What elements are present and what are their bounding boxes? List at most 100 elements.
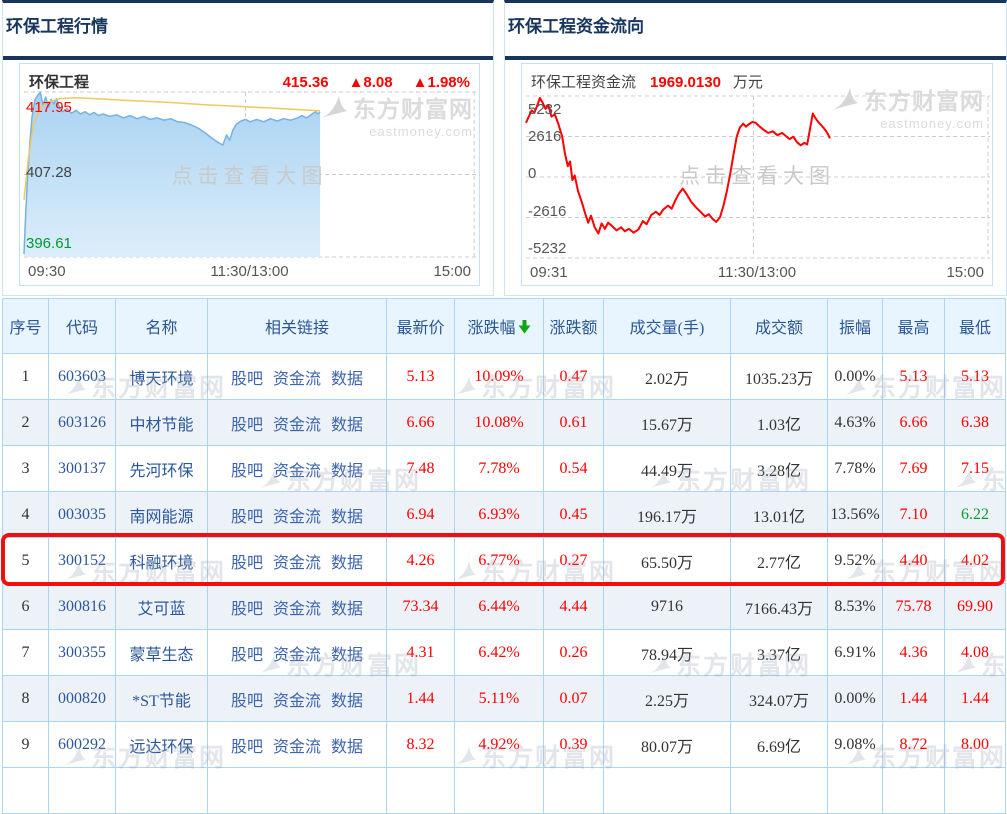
stock-code-link[interactable]: 600292 (48, 721, 116, 768)
table-row-partial (2, 767, 1006, 814)
serial-cell: 9 (2, 721, 49, 768)
link-资金流[interactable]: 资金流 (272, 508, 321, 526)
column-header-label: 涨跌幅 (467, 319, 516, 337)
turnover-cell: 6.69亿 (730, 721, 828, 768)
market-chart[interactable]: 环保工程 415.36 ▲8.08 ▲1.98% 东方财富网 eastmoney… (19, 63, 480, 286)
link-资金流[interactable]: 资金流 (272, 416, 321, 434)
stock-name-link[interactable]: 艾可蓝 (115, 583, 208, 630)
stock-name-link[interactable]: *ST节能 (115, 675, 208, 722)
stock-code-link[interactable]: 300137 (48, 445, 116, 492)
market-change-pct: ▲1.98% (412, 74, 470, 91)
link-资金流[interactable]: 资金流 (272, 370, 321, 388)
link-资金流[interactable]: 资金流 (272, 600, 321, 618)
volume-cell: 9716 (603, 583, 731, 630)
link-数据[interactable]: 数据 (331, 600, 364, 618)
column-header-label: 最低 (958, 320, 991, 337)
column-header-最低: 最低 (944, 298, 1006, 354)
low-cell: 5.13 (944, 353, 1006, 400)
stock-table-wrap: 序号 代码 名称 相关链接 最新价 涨跌幅 涨跌额 成交量(手) 成交额 振幅 最高 最低 1 6036… (1, 298, 1007, 814)
empty-cell (730, 767, 828, 814)
column-header-成交额: 成交额 (730, 298, 828, 354)
high-cell: 4.36 (882, 629, 945, 676)
serial-cell: 5 (2, 537, 49, 584)
link-数据[interactable]: 数据 (331, 370, 364, 388)
empty-cell (115, 767, 208, 814)
capital-flow-chart-header: 环保工程资金流 1969.0130 万元 (531, 71, 983, 92)
link-数据[interactable]: 数据 (331, 462, 364, 480)
table-row: 8 000820 *ST节能 股吧 资金流 数据 1.44 5.11% 0.07 2.25万 324… (2, 675, 1006, 722)
serial-cell: 6 (2, 583, 49, 630)
empty-cell (454, 767, 544, 814)
serial-cell: 3 (2, 445, 49, 492)
x-axis-tick: 09:31 (530, 264, 568, 281)
link-资金流[interactable]: 资金流 (272, 554, 321, 572)
market-chart-plot (23, 91, 476, 258)
stock-name-link[interactable]: 中材节能 (115, 399, 208, 446)
stock-name-link[interactable]: 先河环保 (115, 445, 208, 492)
capital-flow-chart[interactable]: 环保工程资金流 1969.0130 万元 东方财富网 eastmoney.com… (521, 63, 993, 286)
link-股吧[interactable]: 股吧 (230, 462, 263, 480)
link-股吧[interactable]: 股吧 (230, 600, 263, 618)
change-amount-cell: 0.45 (543, 491, 604, 538)
link-数据[interactable]: 数据 (331, 692, 364, 710)
empty-cell (543, 767, 604, 814)
stock-code-link[interactable]: 603603 (48, 353, 116, 400)
link-数据[interactable]: 数据 (331, 738, 364, 756)
column-header-label: 最高 (897, 320, 930, 337)
link-数据[interactable]: 数据 (331, 646, 364, 664)
stock-name-link[interactable]: 蒙草生态 (115, 629, 208, 676)
latest-price-cell: 6.66 (386, 399, 455, 446)
stock-code-link[interactable]: 300355 (48, 629, 116, 676)
capital-flow-chart-title: 环保工程资金流 (531, 74, 637, 91)
link-资金流[interactable]: 资金流 (272, 462, 321, 480)
stock-code-link[interactable]: 000820 (48, 675, 116, 722)
column-header-label: 涨跌额 (549, 320, 598, 337)
stock-name-link[interactable]: 南网能源 (115, 491, 208, 538)
link-股吧[interactable]: 股吧 (230, 692, 263, 710)
empty-cell (944, 767, 1006, 814)
stock-name-link[interactable]: 科融环境 (115, 537, 208, 584)
link-资金流[interactable]: 资金流 (272, 692, 321, 710)
column-header-涨跌幅[interactable]: 涨跌幅 (454, 298, 544, 354)
link-股吧[interactable]: 股吧 (230, 370, 263, 388)
link-股吧[interactable]: 股吧 (230, 508, 263, 526)
change-pct-cell: 6.42% (454, 629, 544, 676)
latest-price-cell: 6.94 (386, 491, 455, 538)
link-数据[interactable]: 数据 (331, 554, 364, 572)
table-row: 2 603126 中材节能 股吧 资金流 数据 6.66 10.08% 0.61 15.67万 1.… (2, 399, 1006, 446)
turnover-cell: 1.03亿 (730, 399, 828, 446)
link-股吧[interactable]: 股吧 (230, 738, 263, 756)
latest-price-cell: 73.34 (386, 583, 455, 630)
amplitude-cell: 9.08% (827, 721, 883, 768)
link-资金流[interactable]: 资金流 (272, 738, 321, 756)
high-cell: 6.66 (882, 399, 945, 446)
change-pct-cell: 4.92% (454, 721, 544, 768)
volume-cell: 65.50万 (603, 537, 731, 584)
latest-price-cell: 8.32 (386, 721, 455, 768)
link-数据[interactable]: 数据 (331, 508, 364, 526)
turnover-cell: 7166.43万 (730, 583, 828, 630)
related-links-cell: 股吧 资金流 数据 (207, 537, 387, 584)
empty-cell (386, 767, 455, 814)
stock-name-link[interactable]: 博天环境 (115, 353, 208, 400)
change-pct-cell: 7.78% (454, 445, 544, 492)
stock-code-link[interactable]: 003035 (48, 491, 116, 538)
high-cell: 8.72 (882, 721, 945, 768)
link-资金流[interactable]: 资金流 (272, 646, 321, 664)
low-cell: 7.15 (944, 445, 1006, 492)
turnover-cell: 2.77亿 (730, 537, 828, 584)
column-header-成交量(手): 成交量(手) (603, 298, 731, 354)
stock-code-link[interactable]: 300816 (48, 583, 116, 630)
change-amount-cell: 0.07 (543, 675, 604, 722)
empty-cell (882, 767, 945, 814)
turnover-cell: 13.01亿 (730, 491, 828, 538)
link-股吧[interactable]: 股吧 (230, 646, 263, 664)
link-股吧[interactable]: 股吧 (230, 416, 263, 434)
stock-name-link[interactable]: 远达环保 (115, 721, 208, 768)
column-header-名称: 名称 (115, 298, 208, 354)
stock-code-link[interactable]: 603126 (48, 399, 116, 446)
link-股吧[interactable]: 股吧 (230, 554, 263, 572)
high-cell: 75.78 (882, 583, 945, 630)
link-数据[interactable]: 数据 (331, 416, 364, 434)
stock-code-link[interactable]: 300152 (48, 537, 116, 584)
